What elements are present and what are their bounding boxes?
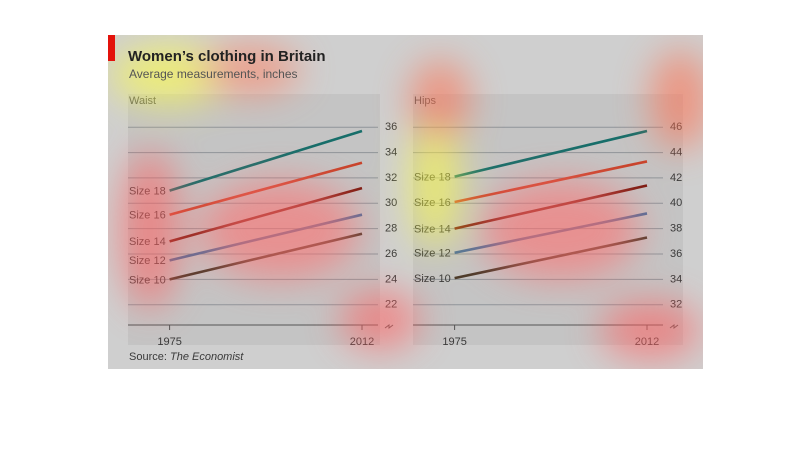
y-tick-label: 24 — [385, 273, 397, 285]
y-tick-label: 34 — [385, 146, 397, 158]
series-label: Size 10 — [414, 273, 451, 285]
chart-subtitle: Average measurements, inches — [129, 67, 298, 81]
y-tick-label: 34 — [670, 273, 682, 285]
source-label: Source: — [129, 351, 167, 363]
y-tick-label: 32 — [385, 172, 397, 184]
source: Source: The Economist — [129, 351, 244, 363]
y-tick-label: 28 — [385, 223, 397, 235]
y-tick-label: 40 — [670, 197, 682, 209]
chart-title: Women’s clothing in Britain — [128, 48, 326, 65]
y-tick-label: 42 — [670, 172, 682, 184]
y-tick-label: 30 — [385, 197, 397, 209]
series-line — [169, 129, 363, 192]
y-tick-label: 36 — [670, 248, 682, 260]
x-tick-label: 1975 — [157, 336, 181, 348]
heatmap-overlay — [110, 45, 703, 360]
y-tick-label: 26 — [385, 248, 397, 260]
series-line — [454, 129, 648, 178]
y-tick-label: 38 — [670, 223, 682, 235]
source-name: The Economist — [170, 351, 244, 363]
red-tab — [108, 35, 115, 61]
series-label: Size 12 — [414, 248, 451, 260]
y-tick-label: 36 — [385, 121, 397, 133]
x-tick-label: 1975 — [442, 336, 466, 348]
